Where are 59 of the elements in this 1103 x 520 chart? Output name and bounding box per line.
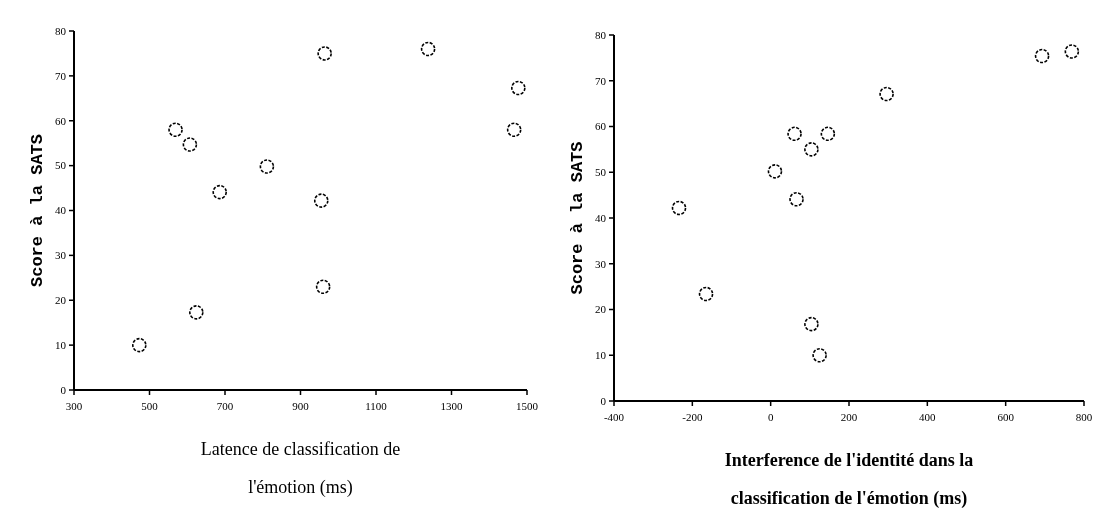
x-axis-title: Latence de classification de l'émotion (ms) — [200, 439, 401, 498]
point — [1034, 48, 1050, 64]
x-axis-title: Interference de l'identité dans la classification de l'émotion (ms) — [724, 450, 974, 509]
point — [511, 80, 526, 96]
x-tick-label: -400 — [603, 411, 625, 423]
point — [767, 164, 783, 179]
y-tick-label: 50 — [595, 166, 607, 179]
point — [168, 122, 183, 138]
y-axis-title: Score à la SATS — [28, 133, 47, 288]
point — [315, 279, 331, 295]
point — [879, 86, 894, 102]
y-tick-label: 60 — [55, 114, 67, 127]
y-tick-label: 10 — [55, 338, 67, 351]
y-tick-label: 80 — [55, 24, 67, 37]
y-tick-label: 40 — [595, 211, 607, 224]
point — [182, 137, 198, 152]
x-tick-label: 1500 — [516, 400, 539, 412]
x-tick-label: 1300 — [440, 400, 463, 412]
y-tick-label: 30 — [55, 249, 67, 262]
y-tick-label: 0 — [60, 383, 67, 396]
point — [189, 305, 204, 320]
point — [259, 159, 275, 174]
y-tick-label: 40 — [55, 204, 67, 217]
point — [313, 193, 329, 208]
x-tick-label: 600 — [997, 411, 1015, 423]
point — [132, 337, 147, 353]
y-tick-label: 50 — [55, 159, 67, 172]
y-axis-title: Score à la SATS — [568, 141, 587, 295]
y-tick-label: 70 — [595, 74, 607, 87]
point — [789, 191, 804, 207]
x-tick-label: 700 — [216, 400, 234, 412]
point — [212, 184, 228, 200]
y-tick-label: 80 — [595, 28, 607, 41]
point — [698, 286, 714, 302]
x-tick-label: -200 — [682, 411, 703, 423]
point — [671, 200, 687, 216]
y-tick-label: 70 — [55, 69, 67, 82]
point — [1064, 44, 1080, 59]
x-tick-label: 300 — [65, 400, 83, 412]
y-tick-label: 30 — [595, 257, 607, 270]
point — [787, 126, 802, 142]
x-tick-label: 900 — [292, 400, 310, 412]
x-tick-label: 400 — [919, 411, 937, 423]
y-tick-label: 20 — [55, 294, 67, 307]
x-tick-label: 800 — [1075, 411, 1093, 423]
point — [804, 142, 819, 157]
point — [420, 41, 436, 57]
y-tick-label: 10 — [595, 349, 607, 362]
x-tick-label: 0 — [767, 411, 774, 423]
x-tick-label: 500 — [141, 400, 159, 412]
y-tick-label: 60 — [595, 120, 607, 133]
point — [804, 316, 819, 332]
point — [317, 46, 332, 61]
x-tick-label: 200 — [840, 411, 858, 423]
x-tick-label: 1100 — [365, 400, 388, 412]
y-tick-label: 20 — [595, 303, 607, 316]
point — [812, 347, 827, 363]
point — [820, 126, 836, 142]
point — [506, 122, 522, 138]
